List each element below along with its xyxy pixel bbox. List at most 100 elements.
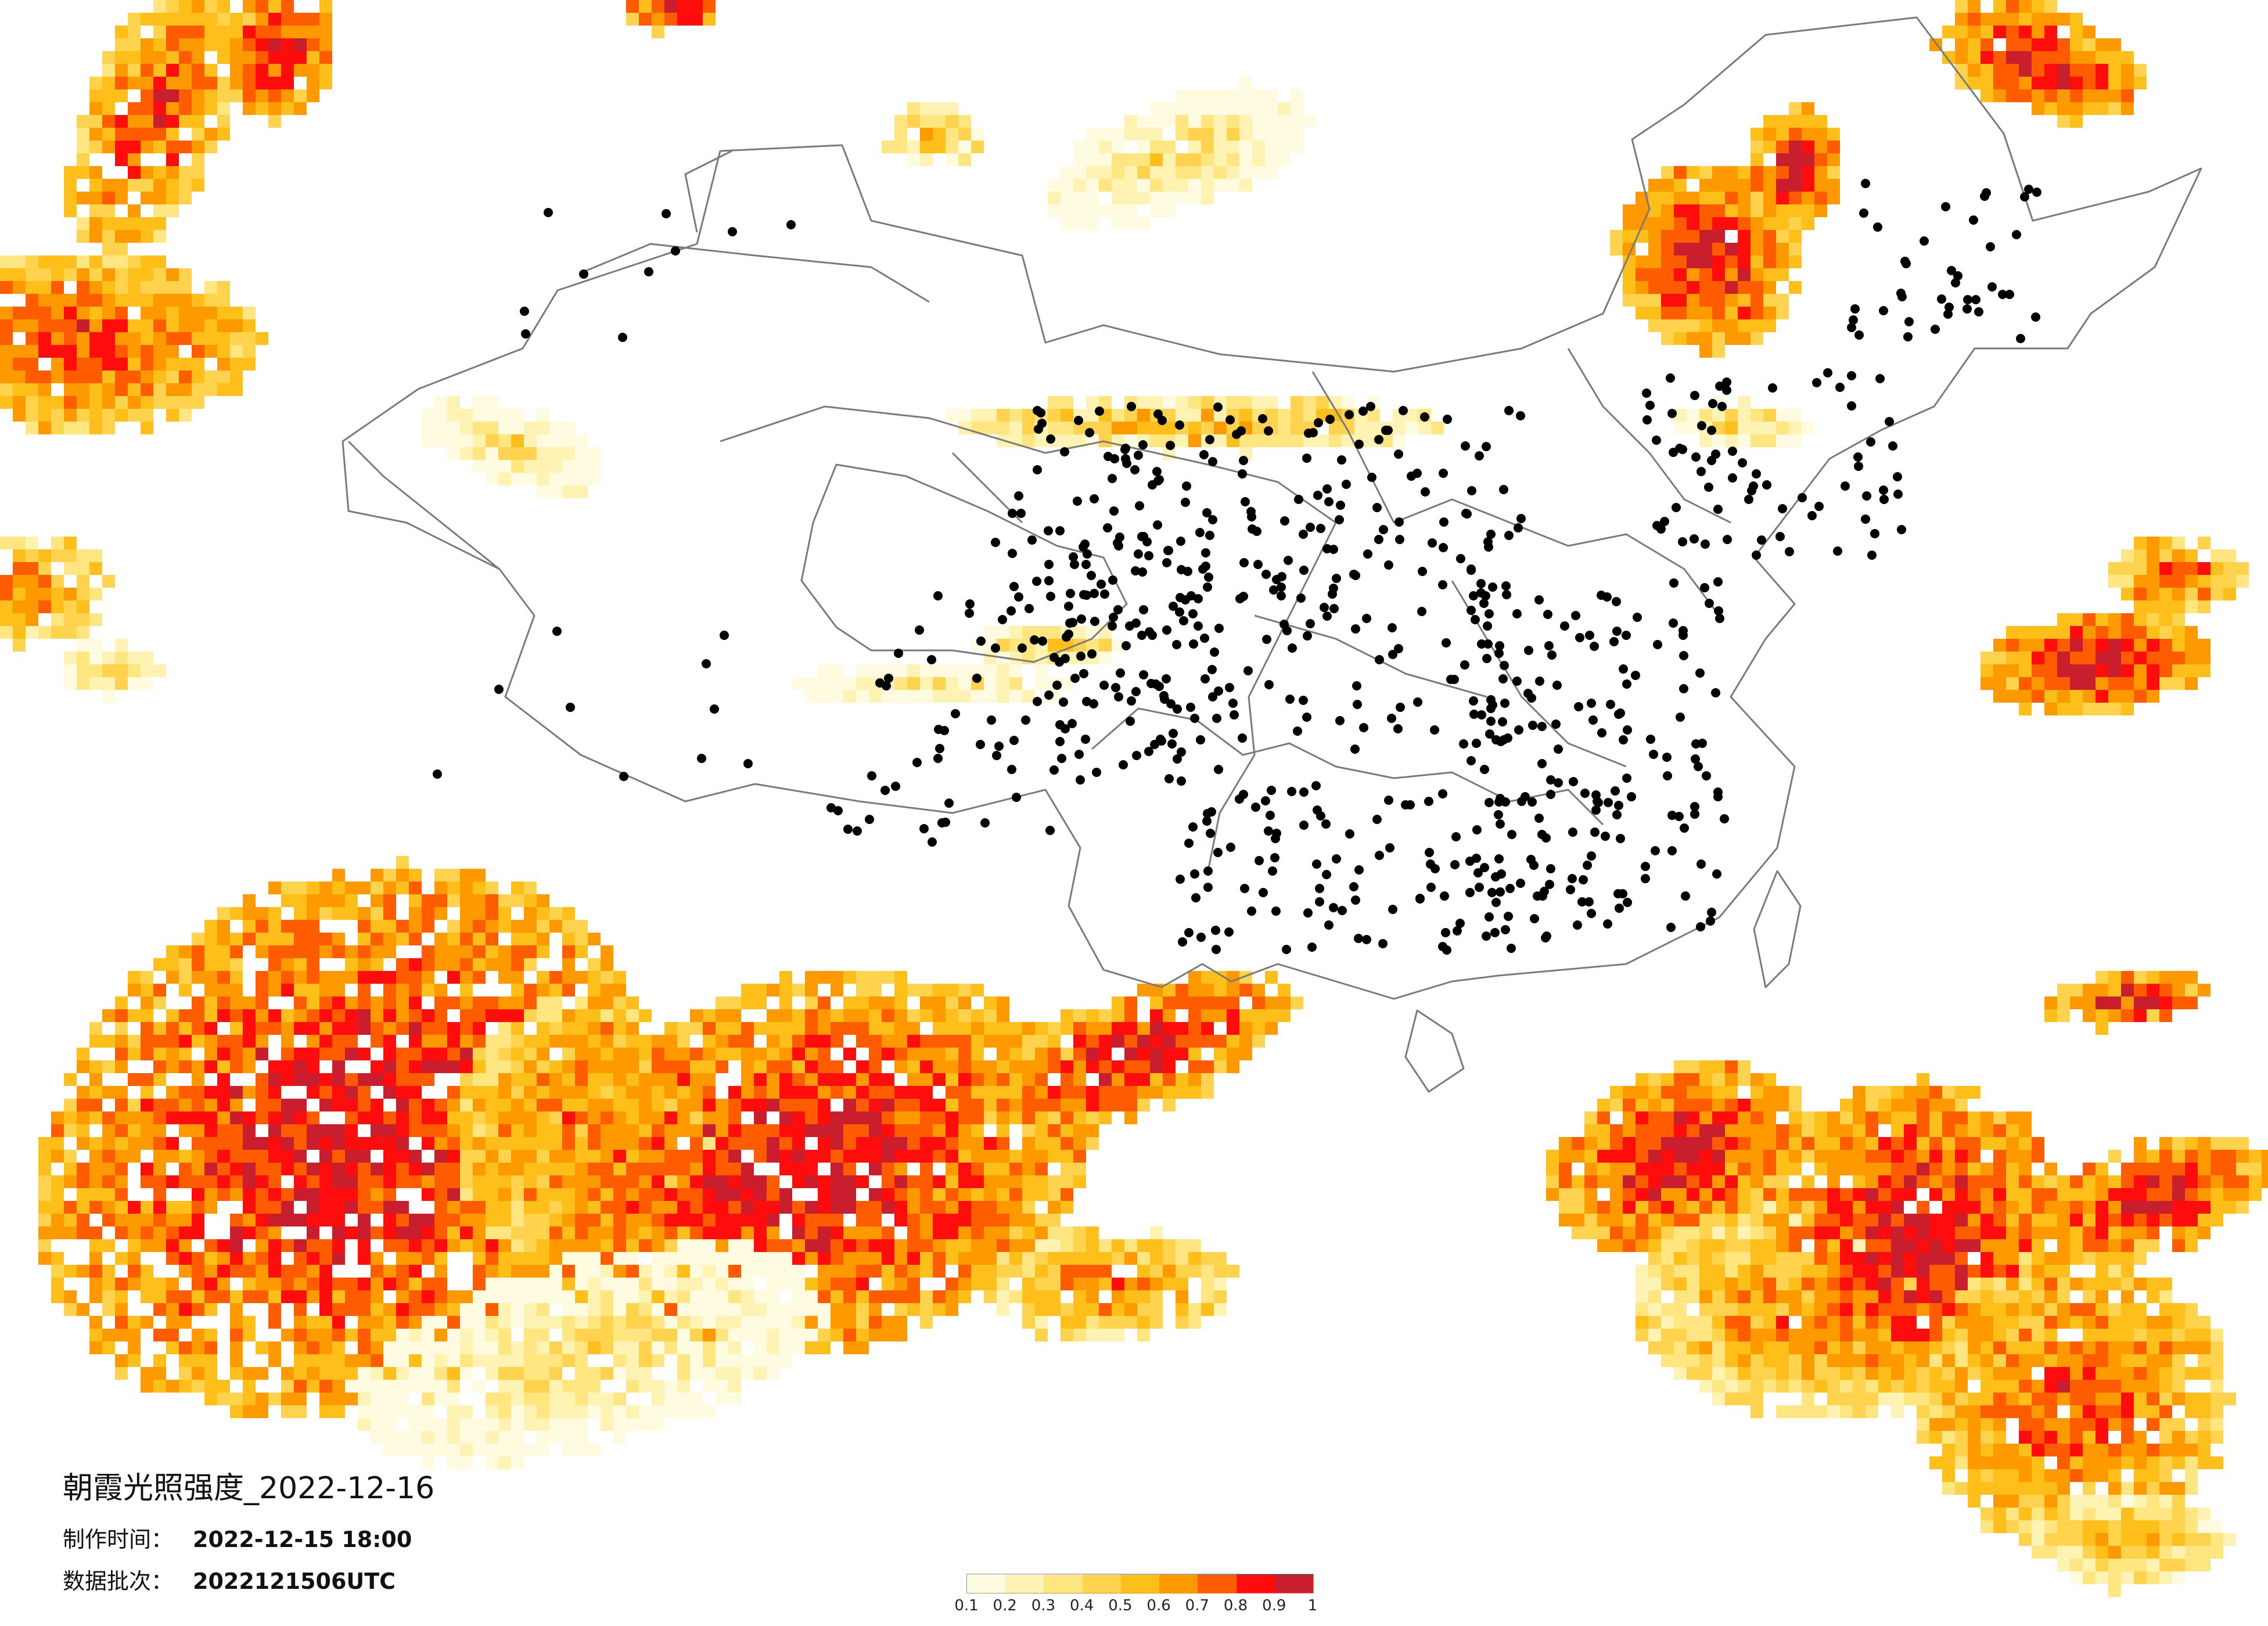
intensity-cell [230,1086,243,1099]
intensity-cell [179,1060,192,1073]
intensity-cell [141,1239,153,1252]
intensity-cell [345,997,358,1009]
intensity-cell [332,1303,345,1316]
intensity-cell [128,77,141,89]
intensity-cell [281,1188,294,1201]
intensity-cell [217,13,230,26]
intensity-cell [256,1009,268,1022]
intensity-cell [179,1354,192,1367]
intensity-cell [243,907,256,920]
intensity-cell [332,945,345,958]
intensity-cell [358,1175,371,1188]
intensity-cell [243,89,256,102]
intensity-cell [77,1137,89,1150]
intensity-cell [192,1137,204,1150]
intensity-cell [409,1048,422,1060]
intensity-cell [192,1188,204,1201]
intensity-cell [447,1060,460,1073]
intensity-cell [153,192,166,204]
intensity-cell [358,945,371,958]
intensity-cell [422,1060,434,1073]
intensity-cell [128,984,141,997]
intensity-cell [383,1201,396,1214]
intensity-cell [396,1252,409,1265]
intensity-cell [153,1329,166,1341]
intensity-cell [89,1239,102,1252]
intensity-cell [371,1099,383,1111]
intensity-cell [396,1124,409,1137]
intensity-cell [64,294,77,307]
intensity-cell [243,1150,256,1163]
intensity-cell [358,1086,371,1099]
intensity-cell [179,1124,192,1137]
intensity-cell [307,13,319,26]
intensity-cell [447,1124,460,1137]
intensity-cell [179,1226,192,1239]
intensity-cell [204,38,217,51]
intensity-cell [128,115,141,128]
intensity-cell [102,319,115,332]
intensity-cell [38,1150,51,1163]
intensity-cell [141,984,153,997]
intensity-cell [243,1329,256,1341]
intensity-cell [26,537,38,549]
intensity-cell [64,370,77,383]
intensity-cell [422,1303,434,1316]
intensity-cell [153,332,166,345]
intensity-cell [217,1137,230,1150]
intensity-cell [115,77,128,89]
intensity-cell [460,1201,473,1214]
intensity-cell [128,1354,141,1367]
intensity-cell [89,1073,102,1086]
intensity-cell [434,984,447,997]
intensity-cell [422,1290,434,1303]
intensity-cell [319,1048,332,1060]
intensity-cell [268,1316,281,1329]
intensity-cell [115,268,128,281]
intensity-cell [128,166,141,179]
intensity-cell [358,1150,371,1163]
intensity-cell [153,268,166,281]
intensity-cell [192,1214,204,1226]
intensity-cell [38,1226,51,1239]
intensity-cell [345,945,358,958]
intensity-cell [511,1022,524,1035]
intensity-cell [230,1035,243,1048]
intensity-cell [102,575,115,588]
intensity-cell [51,294,64,307]
intensity-cell [473,971,486,984]
intensity-cell [13,268,26,281]
intensity-cell [102,115,115,128]
intensity-cell [38,562,51,575]
intensity-cell [358,1278,371,1290]
intensity-cell [179,1009,192,1022]
intensity-cell [243,1367,256,1380]
intensity-cell [204,332,217,345]
intensity-cell [153,984,166,997]
intensity-cell [447,1214,460,1226]
intensity-cell [192,1341,204,1354]
intensity-cell [345,1124,358,1137]
intensity-cell [102,383,115,396]
intensity-cell [217,1124,230,1137]
intensity-cell [268,89,281,102]
intensity-cell [179,358,192,370]
intensity-cell [319,1278,332,1290]
intensity-cell [447,933,460,945]
intensity-cell [230,1405,243,1418]
intensity-cell [192,1303,204,1316]
intensity-cell [141,1226,153,1239]
intensity-cell [115,997,128,1009]
intensity-cell [473,1214,486,1226]
intensity-cell [396,1009,409,1022]
intensity-cell [319,1022,332,1035]
intensity-cell [319,1405,332,1418]
intensity-cell [179,38,192,51]
intensity-cell [217,1035,230,1048]
intensity-cell [141,677,153,690]
intensity-cell [179,307,192,319]
intensity-cell [89,294,102,307]
intensity-cell [153,1290,166,1303]
intensity-cell [77,358,89,370]
intensity-cell [77,626,89,639]
